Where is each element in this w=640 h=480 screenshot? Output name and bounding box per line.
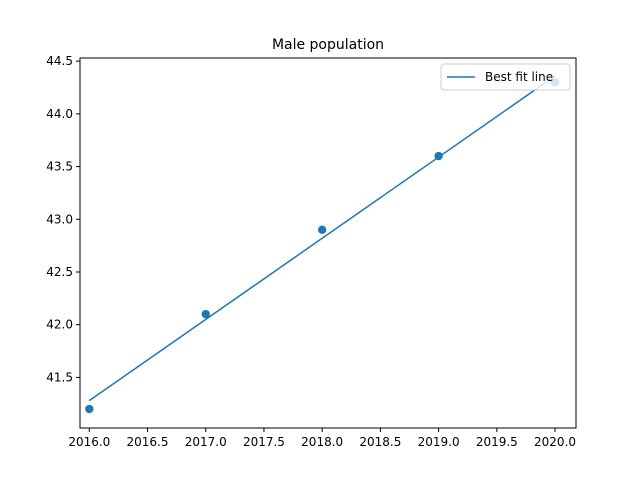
y-tick-label: 41.5 — [46, 370, 73, 384]
y-tick-label: 43.5 — [46, 160, 73, 174]
data-point — [317, 225, 327, 235]
x-tick-label: 2016.0 — [68, 435, 110, 449]
x-tick-label: 2019.0 — [418, 435, 460, 449]
legend: Best fit line — [440, 63, 571, 91]
best-fit-line — [88, 75, 556, 402]
y-tick-label: 44.0 — [46, 107, 73, 121]
x-tick-label: 2019.5 — [476, 435, 518, 449]
y-tick-label: 42.0 — [46, 318, 73, 332]
x-tick-label: 2020.0 — [534, 435, 576, 449]
y-tick-label: 42.5 — [46, 265, 73, 279]
x-tick-label: 2017.0 — [185, 435, 227, 449]
y-tick-label: 43.0 — [46, 212, 73, 226]
x-axis: 2016.0 2016.5 2017.0 2017.5 2018.0 2018.5 2019… — [68, 428, 576, 449]
x-tick-label: 2018.0 — [301, 435, 343, 449]
axes-frame — [79, 57, 577, 429]
data-point — [85, 404, 94, 414]
legend-label: Best fit line — [485, 70, 553, 84]
data-point — [201, 309, 210, 319]
y-axis: 41.5 42.0 42.5 43.0 43.5 44.0 44.5 — [46, 54, 80, 384]
x-tick-label: 2018.5 — [359, 435, 401, 449]
x-tick-label: 2016.5 — [127, 435, 169, 449]
chart-title: Male population — [272, 37, 384, 53]
legend-box — [440, 63, 571, 91]
x-tick-label: 2017.5 — [243, 435, 285, 449]
y-tick-label: 44.5 — [46, 54, 73, 68]
